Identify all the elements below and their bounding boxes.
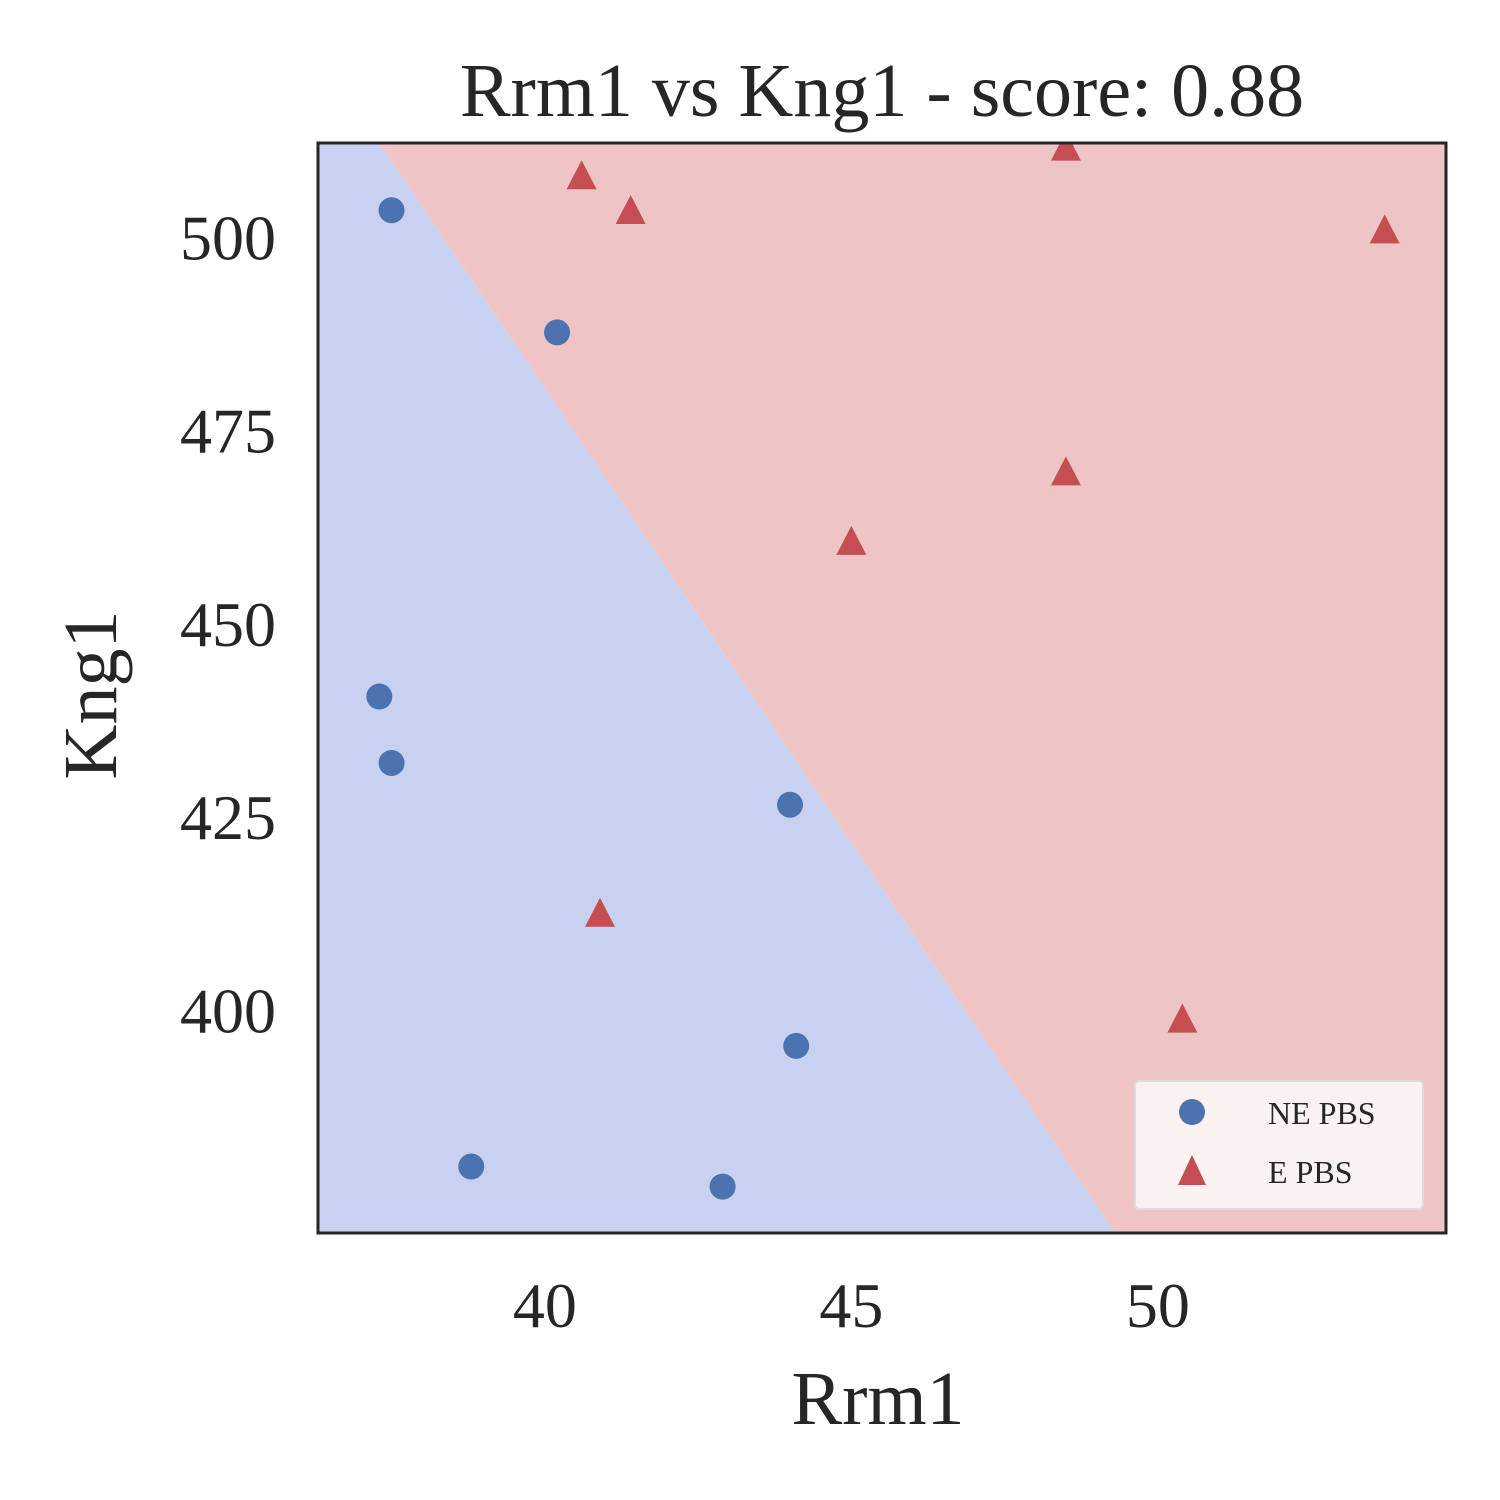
point-e-pbs — [1167, 1003, 1198, 1033]
y-tick-label: 425 — [180, 782, 276, 853]
point-e-pbs — [566, 160, 597, 190]
point-e-pbs — [615, 195, 646, 225]
legend-label-e-pbs: E PBS — [1268, 1154, 1352, 1190]
point-ne-pbs — [458, 1153, 485, 1180]
point-ne-pbs — [544, 319, 571, 346]
y-tick-label: 400 — [180, 975, 276, 1046]
legend-box — [1134, 1080, 1424, 1210]
y-tick-label: 475 — [180, 396, 276, 467]
point-ne-pbs — [366, 683, 393, 710]
x-tick-label: 50 — [1126, 1270, 1190, 1341]
legend: NE PBS E PBS — [1134, 1080, 1424, 1210]
region-ne-pbs — [318, 143, 1115, 1233]
legend-label-ne-pbs: NE PBS — [1268, 1095, 1376, 1131]
point-ne-pbs — [378, 197, 405, 224]
point-ne-pbs — [783, 1032, 810, 1059]
plot-frame — [316, 141, 1448, 1235]
x-axis-label: Rrm1 — [791, 1357, 964, 1441]
region-e-pbs — [379, 143, 1446, 1233]
y-tick-label: 500 — [180, 202, 276, 273]
legend-marker-e-pbs — [1178, 1155, 1206, 1185]
y-axis-ticks: 400 425 450 475 500 — [180, 202, 276, 1046]
decision-regions — [318, 143, 1446, 1233]
point-e-pbs — [836, 525, 867, 555]
point-ne-pbs — [378, 749, 405, 776]
y-tick-label: 450 — [180, 589, 276, 660]
point-e-pbs — [1369, 214, 1400, 244]
x-tick-label: 45 — [819, 1270, 883, 1341]
chart-title: Rrm1 vs Kng1 - score: 0.88 — [460, 49, 1304, 133]
point-e-pbs — [1050, 143, 1081, 161]
point-e-pbs — [1050, 456, 1081, 486]
y-axis-label: Kng1 — [49, 611, 133, 780]
point-ne-pbs — [709, 1173, 736, 1200]
x-tick-label: 40 — [513, 1270, 577, 1341]
point-ne-pbs — [777, 791, 804, 818]
x-axis-ticks: 40 45 50 — [513, 1270, 1190, 1341]
data-points — [366, 143, 1400, 1200]
point-e-pbs — [585, 897, 615, 927]
legend-marker-ne-pbs — [1179, 1099, 1205, 1125]
